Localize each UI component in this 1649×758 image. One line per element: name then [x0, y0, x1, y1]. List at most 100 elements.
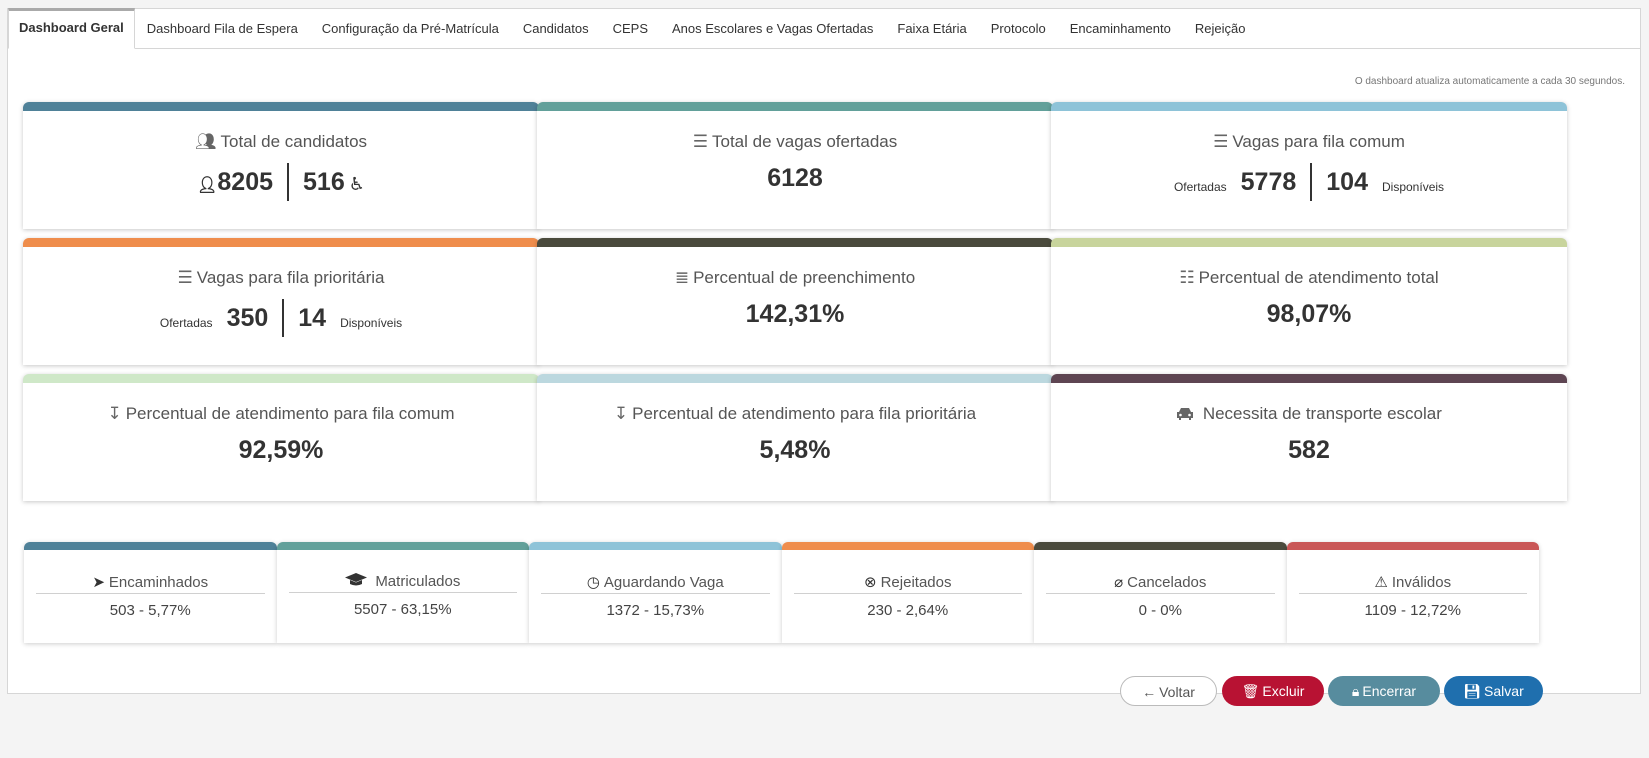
card-title: ☷ Percentual de atendimento total [1051, 268, 1567, 288]
list-icon: ☰ [692, 132, 708, 151]
status-value: 5507 - 63,15% [353, 601, 452, 618]
card-value: 6128 [767, 164, 823, 192]
card-title-text: Percentual de preenchimento [693, 268, 916, 287]
tab-anos-escolares[interactable]: Anos Escolares e Vagas Ofertadas [672, 21, 874, 36]
available-label: Disponíveis [1382, 180, 1445, 194]
lock-icon: 🔒︎ [1351, 683, 1360, 699]
users-icon: 👥︎ [194, 132, 217, 151]
tab-faixa-etaria[interactable]: Faixa Etária [897, 21, 967, 36]
tab-bar: Dashboard Geral Dashboard Fila de Espera… [8, 8, 1640, 49]
tab-dashboard-fila-espera[interactable]: Dashboard Fila de Espera [146, 21, 298, 36]
sort-icon: ↧ [613, 404, 629, 423]
card-preenchimento: ≣ Percentual de preenchimento 142,31% [537, 238, 1053, 365]
card-title: ☰ Vagas para fila comum [1051, 132, 1567, 152]
card-fila-comum: ☰ Vagas para fila comum Ofertadas 5778 10… [1051, 102, 1567, 229]
card-split-values: Ofertadas 5778 104 Disponíveis [1051, 163, 1567, 201]
available-value: 14 [298, 303, 327, 332]
status-label: ⌀ Cancelados [1046, 573, 1275, 594]
available-label: Disponíveis [340, 316, 403, 330]
status-invalidos: ⚠︎ Inválidos 1109 - 12,72% [1286, 542, 1539, 643]
status-aguardando-vaga: ◷ Aguardando Vaga 1372 - 15,73% [529, 542, 782, 643]
tab-rejeicao[interactable]: Rejeição [1194, 21, 1246, 36]
status-value: 1109 - 12,72% [1364, 602, 1461, 619]
tab-dashboard-geral[interactable]: Dashboard Geral [8, 8, 135, 49]
close-button[interactable]: 🔒︎ Encerrar [1328, 676, 1440, 706]
card-value: 582 [1288, 436, 1330, 464]
card-title-text: Necessita de transporte escolar [1202, 404, 1442, 423]
status-value: 0 - 0% [1138, 602, 1182, 619]
card-title-text: Total de candidatos [220, 132, 368, 151]
card-title: ≣ Percentual de preenchimento [537, 268, 1053, 288]
floppy-icon: 💾︎ [1463, 683, 1482, 699]
card-split-values: 👤︎8205 516 ♿︎ [23, 163, 539, 201]
divider [287, 163, 290, 201]
sort-icon: ↧ [107, 404, 122, 423]
refresh-note: O dashboard atualiza automaticamente a c… [1354, 76, 1625, 87]
times-circle-icon: ⊗ [864, 574, 877, 591]
list-icon: ☰ [1213, 132, 1229, 151]
status-label: ⊗ Rejeitados [793, 573, 1022, 594]
card-value: 5,48% [759, 436, 831, 464]
arrow-left-icon: ← [1142, 684, 1157, 700]
list-icon: ☰ [177, 268, 193, 287]
card-total-vagas: ☰ Total de vagas ofertadas 6128 [537, 102, 1053, 229]
graduation-cap-icon [345, 573, 371, 590]
card-fila-prioritaria: ☰ Vagas para fila prioritária Ofertadas 3… [23, 238, 539, 365]
card-title: ↧ Percentual de atendimento para fila com… [23, 404, 539, 424]
status-label: Matriculados [288, 573, 517, 593]
card-title: 👥︎ Total de candidatos [23, 132, 539, 152]
car-icon [1176, 404, 1199, 423]
status-label: ◷ Aguardando Vaga [541, 573, 770, 594]
card-value: 142,31% [745, 300, 845, 328]
trash-icon: 🗑︎ [1241, 683, 1260, 699]
card-title-text: Total de vagas ofertadas [712, 132, 898, 151]
offered-label: Ofertadas [1173, 180, 1227, 194]
main-panel: Dashboard Geral Dashboard Fila de Espera… [7, 8, 1641, 694]
divider [282, 299, 285, 337]
card-title-text: Vagas para fila comum [1232, 132, 1405, 151]
status-cancelados: ⌀ Cancelados 0 - 0% [1034, 542, 1287, 643]
status-matriculados: Matriculados 5507 - 63,15% [276, 542, 529, 643]
card-atendimento-prioritaria: ↧ Percentual de atendimento para fila pri… [537, 374, 1053, 501]
status-label: ➤ Encaminhados [36, 573, 265, 594]
tab-ceps[interactable]: CEPS [612, 21, 649, 36]
back-button[interactable]: ← Voltar [1120, 676, 1217, 706]
card-title: ☰ Total de vagas ofertadas [537, 132, 1053, 152]
card-value: 98,07% [1266, 300, 1352, 328]
warning-icon: ⚠︎ [1374, 574, 1388, 591]
tab-encaminhamento[interactable]: Encaminhamento [1069, 21, 1171, 36]
clock-icon: ◷ [586, 574, 600, 591]
card-value: 92,59% [238, 436, 324, 464]
sitemap-icon: ☷ [1179, 268, 1195, 287]
card-title-text: Percentual de atendimento total [1198, 268, 1439, 287]
ban-icon: ⌀ [1114, 574, 1124, 591]
status-value: 1372 - 15,73% [606, 602, 705, 619]
card-title-text: Vagas para fila prioritária [196, 268, 385, 287]
status-value: 230 - 2,64% [867, 602, 949, 619]
status-label: ⚠︎ Inválidos [1298, 573, 1527, 594]
card-title: ↧ Percentual de atendimento para fila pri… [537, 404, 1053, 424]
delete-button[interactable]: 🗑︎ Excluir [1222, 676, 1324, 706]
indent-icon: ≣ [674, 268, 690, 287]
status-rejeitados: ⊗ Rejeitados 230 - 2,64% [781, 542, 1034, 643]
status-encaminhados: ➤ Encaminhados 503 - 5,77% [24, 542, 277, 643]
wheelchair-icon: ♿︎ [348, 173, 365, 194]
available-value: 104 [1326, 167, 1368, 196]
status-summary: ➤ Encaminhados 503 - 5,77% Matriculados 5… [24, 542, 1539, 643]
candidates-count: 👤︎8205 [197, 167, 274, 196]
card-atendimento-comum: ↧ Percentual de atendimento para fila com… [23, 374, 539, 501]
offered-value: 5778 [1240, 167, 1297, 196]
card-title-text: Percentual de atendimento para fila prio… [632, 404, 977, 423]
tab-protocolo[interactable]: Protocolo [990, 21, 1046, 36]
tab-configuracao-pre-matricula[interactable]: Configuração da Pré-Matrícula [321, 21, 499, 36]
card-transporte: Necessita de transporte escolar 582 [1051, 374, 1567, 501]
offered-label: Ofertadas [159, 316, 213, 330]
divider [1310, 163, 1313, 201]
tab-candidatos[interactable]: Candidatos [522, 21, 589, 36]
card-title-text: Percentual de atendimento para fila comu… [125, 404, 455, 423]
save-button[interactable]: 💾︎ Salvar [1444, 676, 1543, 706]
card-atendimento-total: ☷ Percentual de atendimento total 98,07% [1051, 238, 1567, 365]
card-title: Necessita de transporte escolar [1051, 404, 1567, 424]
status-value: 503 - 5,77% [109, 602, 191, 619]
card-title: ☰ Vagas para fila prioritária [23, 268, 539, 288]
